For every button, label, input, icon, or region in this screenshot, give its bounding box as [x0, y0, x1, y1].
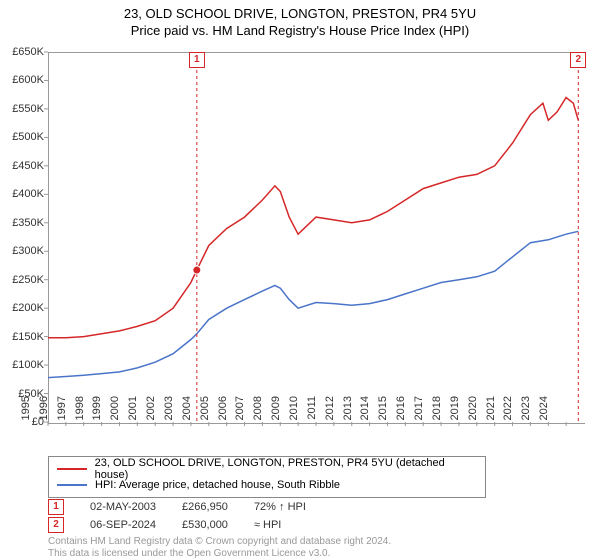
chart-marker-1: 1	[189, 52, 205, 68]
x-axis-label: 1995	[20, 396, 32, 426]
transaction-comparison-1: 72% ↑ HPI	[254, 501, 306, 513]
footer: Contains HM Land Registry data © Crown c…	[48, 536, 391, 560]
legend-label-hpi: HPI: Average price, detached house, Sout…	[95, 479, 340, 491]
footer-line-2: This data is licensed under the Open Gov…	[48, 548, 391, 560]
x-axis-label: 2012	[324, 396, 336, 426]
y-axis-label: £600K	[0, 74, 44, 86]
transaction-price-2: £530,000	[182, 519, 228, 531]
legend-swatch-hpi	[57, 484, 87, 486]
transaction-price-1: £266,950	[182, 501, 228, 513]
plot-svg	[48, 52, 584, 422]
x-axis-label: 2001	[127, 396, 139, 426]
x-axis-label: 2009	[270, 396, 282, 426]
footer-line-1: Contains HM Land Registry data © Crown c…	[48, 536, 391, 548]
x-axis-label: 2006	[217, 396, 229, 426]
y-axis-label: £450K	[0, 160, 44, 172]
x-axis-label: 1998	[74, 396, 86, 426]
x-axis-label: 2010	[288, 396, 300, 426]
x-axis-label: 2011	[306, 396, 318, 426]
y-axis-label: £350K	[0, 217, 44, 229]
x-axis-label: 1997	[56, 396, 68, 426]
chart-area: £0£50K£100K£150K£200K£250K£300K£350K£400…	[48, 52, 584, 422]
x-axis-label: 2003	[163, 396, 175, 426]
y-axis-label: £250K	[0, 274, 44, 286]
x-axis-label: 2013	[342, 396, 354, 426]
x-axis-label: 2015	[377, 396, 389, 426]
x-axis-label: 2004	[181, 396, 193, 426]
transaction-row-2: 2 06-SEP-2024 £530,000 ≈ HPI	[48, 516, 306, 534]
transaction-row-1: 1 02-MAY-2003 £266,950 72% ↑ HPI	[48, 498, 306, 516]
x-axis-label: 2000	[109, 396, 121, 426]
transaction-date-2: 06-SEP-2024	[90, 519, 156, 531]
legend-item-property: 23, OLD SCHOOL DRIVE, LONGTON, PRESTON, …	[57, 461, 477, 477]
x-axis-label: 2007	[234, 396, 246, 426]
x-axis-label: 1996	[38, 396, 50, 426]
transaction-marker-2: 2	[48, 517, 64, 533]
x-axis-label: 2017	[413, 396, 425, 426]
x-axis-label: 2008	[252, 396, 264, 426]
transaction-table: 1 02-MAY-2003 £266,950 72% ↑ HPI 2 06-SE…	[48, 498, 306, 534]
chart-marker-2: 2	[570, 52, 586, 68]
y-axis-label: £100K	[0, 359, 44, 371]
x-axis-label: 2019	[449, 396, 461, 426]
legend-swatch-property	[57, 468, 87, 470]
y-axis-label: £150K	[0, 331, 44, 343]
legend: 23, OLD SCHOOL DRIVE, LONGTON, PRESTON, …	[48, 456, 486, 498]
x-axis-label: 2018	[431, 396, 443, 426]
x-axis-label: 2002	[145, 396, 157, 426]
legend-label-property: 23, OLD SCHOOL DRIVE, LONGTON, PRESTON, …	[95, 457, 477, 481]
x-axis-label: 2016	[395, 396, 407, 426]
x-axis-label: 2020	[467, 396, 479, 426]
y-axis-label: £650K	[0, 46, 44, 58]
x-axis-label: 2024	[538, 396, 550, 426]
x-axis-label: 1999	[91, 396, 103, 426]
title-line-1: 23, OLD SCHOOL DRIVE, LONGTON, PRESTON, …	[0, 6, 600, 21]
x-axis-label: 2023	[520, 396, 532, 426]
y-axis-label: £400K	[0, 188, 44, 200]
title-line-2: Price paid vs. HM Land Registry's House …	[0, 23, 600, 38]
x-axis-label: 2014	[359, 396, 371, 426]
x-axis-label: 2021	[485, 396, 497, 426]
x-axis-label: 2005	[199, 396, 211, 426]
transaction-date-1: 02-MAY-2003	[90, 501, 156, 513]
y-axis-label: £500K	[0, 131, 44, 143]
chart-titles: 23, OLD SCHOOL DRIVE, LONGTON, PRESTON, …	[0, 0, 600, 38]
y-axis-label: £300K	[0, 245, 44, 257]
y-axis-label: £200K	[0, 302, 44, 314]
transaction-marker-1: 1	[48, 499, 64, 515]
transaction-comparison-2: ≈ HPI	[254, 519, 281, 531]
x-axis-label: 2022	[502, 396, 514, 426]
y-axis-label: £550K	[0, 103, 44, 115]
